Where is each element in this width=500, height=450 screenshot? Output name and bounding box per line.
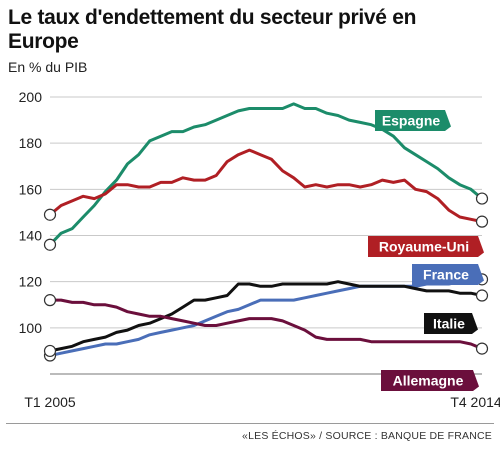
end-point-espagne [475,192,489,205]
series-label-text: Espagne [382,113,441,129]
end-point-royaume-uni [475,215,489,228]
series-label-box [368,236,484,257]
y-tick-label: 180 [19,135,43,151]
series-label-text: Allemagne [393,373,464,389]
grid [50,96,482,375]
footer-divider [6,423,494,424]
start-point-royaume-uni [43,208,57,221]
chart-subtitle: En % du PIB [8,59,88,75]
series-label-text: France [423,267,469,283]
end-point-allemagne [475,342,489,355]
series-label-espagne: Espagne [375,110,451,131]
x-tick-label-start: T1 2005 [24,394,76,410]
y-tick-label: 120 [19,274,43,290]
y-tick-label: 200 [19,89,43,105]
start-point-italie [43,344,57,358]
series-label-box [381,370,479,391]
series-line-espagne [48,102,484,247]
series-label-box [375,110,451,131]
chart-title: Le taux d'endettement du secteur privé e… [8,6,417,53]
x-tick-label-end: T4 2014 [450,394,500,410]
y-tick-label: 160 [19,181,43,197]
start-point-allemagne [43,294,57,307]
x-axis-ticks: T1 2005 T4 2014 [24,394,500,410]
series-label-allemagne: Allemagne [381,370,479,391]
series-label-box [424,313,478,334]
start-point-espagne [43,238,57,251]
series-line-allemagne [48,298,484,351]
source-note: «LES ÉCHOS» / SOURCE : BANQUE DE FRANCE [242,430,492,442]
series-labels: Espagne Royaume-Uni France Italie Allemagne [368,110,484,391]
series-label-text: Italie [433,316,465,332]
series-lines [48,102,484,357]
series-label-text: Royaume-Uni [379,239,469,255]
y-axis-ticks: 100 120 140 160 180 200 [19,89,43,336]
series-label-italie: Italie [424,313,478,334]
series-line-italie [48,280,484,353]
y-tick-label: 100 [19,320,43,336]
y-tick-label: 140 [19,228,43,244]
series-line-royaume-uni [48,148,484,224]
end-point-italie [475,289,489,302]
series-label-france: France [412,264,484,285]
series-label-box [412,264,484,285]
series-label-royaume-uni: Royaume-Uni [368,236,484,257]
